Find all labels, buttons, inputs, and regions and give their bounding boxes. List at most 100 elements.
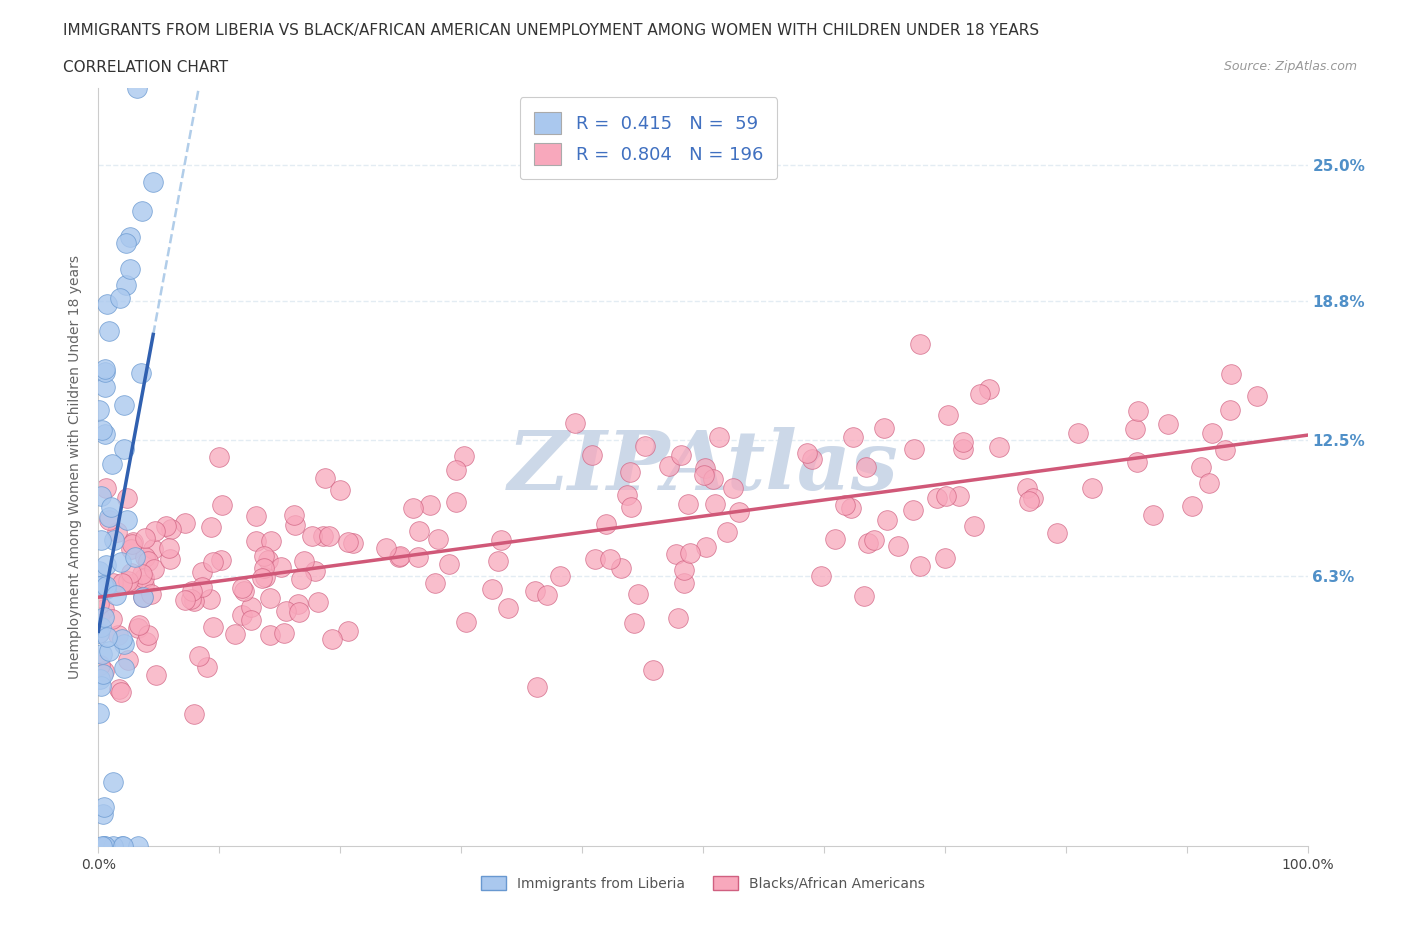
Point <box>111 839 134 854</box>
Point <box>118 262 141 277</box>
Point <box>202 619 225 634</box>
Point <box>453 448 475 463</box>
Point <box>311 529 333 544</box>
Point <box>284 517 307 532</box>
Point <box>665 547 688 562</box>
Point <box>191 579 214 594</box>
Y-axis label: Unemployment Among Women with Children Under 18 years: Unemployment Among Women with Children U… <box>69 256 83 679</box>
Text: CORRELATION CHART: CORRELATION CHART <box>63 60 228 75</box>
Point <box>107 681 129 696</box>
Point <box>1220 367 1243 382</box>
Point <box>796 445 818 460</box>
Point <box>672 576 695 591</box>
Point <box>191 565 214 579</box>
Point <box>94 365 117 379</box>
Point <box>257 552 280 567</box>
Point <box>873 420 896 435</box>
Point <box>115 490 138 505</box>
Point <box>287 596 309 611</box>
Point <box>388 549 411 564</box>
Point <box>903 502 925 517</box>
Point <box>112 442 135 457</box>
Point <box>138 553 160 568</box>
Point <box>93 800 115 815</box>
Point <box>375 540 398 555</box>
Point <box>855 459 877 474</box>
Point <box>105 525 128 539</box>
Point <box>903 442 925 457</box>
Point <box>87 626 110 641</box>
Point <box>583 551 606 566</box>
Point <box>98 324 121 339</box>
Point <box>676 497 699 512</box>
Point <box>103 533 125 548</box>
Point <box>209 552 232 567</box>
Point <box>134 550 156 565</box>
Point <box>132 590 155 604</box>
Point <box>101 775 124 790</box>
Point <box>239 613 262 628</box>
Point <box>1015 480 1038 495</box>
Point <box>127 620 149 635</box>
Point <box>834 498 856 512</box>
Point <box>93 839 115 854</box>
Point <box>595 517 617 532</box>
Point <box>143 524 166 538</box>
Point <box>979 381 1001 396</box>
Point <box>948 488 970 503</box>
Point <box>183 707 205 722</box>
Point <box>142 541 165 556</box>
Point <box>187 648 209 663</box>
Point <box>231 580 253 595</box>
Point <box>709 430 731 445</box>
Point <box>114 277 136 292</box>
Point <box>486 553 509 568</box>
Point <box>138 628 160 643</box>
Point <box>876 512 898 527</box>
Point <box>97 512 120 527</box>
Point <box>627 587 650 602</box>
Point <box>988 439 1011 454</box>
Point <box>723 481 745 496</box>
Point <box>90 678 112 693</box>
Point <box>419 498 441 512</box>
Point <box>131 366 153 381</box>
Point <box>112 839 135 854</box>
Point <box>935 488 957 503</box>
Point <box>232 584 254 599</box>
Point <box>96 630 118 644</box>
Point <box>200 591 222 606</box>
Point <box>128 618 150 632</box>
Point <box>120 230 142 245</box>
Point <box>839 500 862 515</box>
Point <box>716 525 738 539</box>
Point <box>408 524 430 538</box>
Point <box>704 497 727 512</box>
Point <box>564 416 586 431</box>
Point <box>87 596 110 611</box>
Point <box>89 609 111 624</box>
Point <box>110 554 132 569</box>
Point <box>93 427 115 442</box>
Point <box>666 610 689 625</box>
Point <box>936 408 959 423</box>
Point <box>100 499 122 514</box>
Point <box>124 550 146 565</box>
Point <box>619 464 641 479</box>
Point <box>90 488 112 503</box>
Point <box>437 556 460 571</box>
Point <box>252 560 274 575</box>
Point <box>93 601 115 616</box>
Point <box>250 570 273 585</box>
Point <box>94 582 117 597</box>
Point <box>934 551 956 565</box>
Point <box>208 450 231 465</box>
Point <box>181 583 204 598</box>
Point <box>952 442 974 457</box>
Point <box>1201 426 1223 441</box>
Point <box>127 839 149 854</box>
Point <box>142 174 165 189</box>
Point <box>112 660 135 675</box>
Point <box>87 706 110 721</box>
Point <box>292 553 315 568</box>
